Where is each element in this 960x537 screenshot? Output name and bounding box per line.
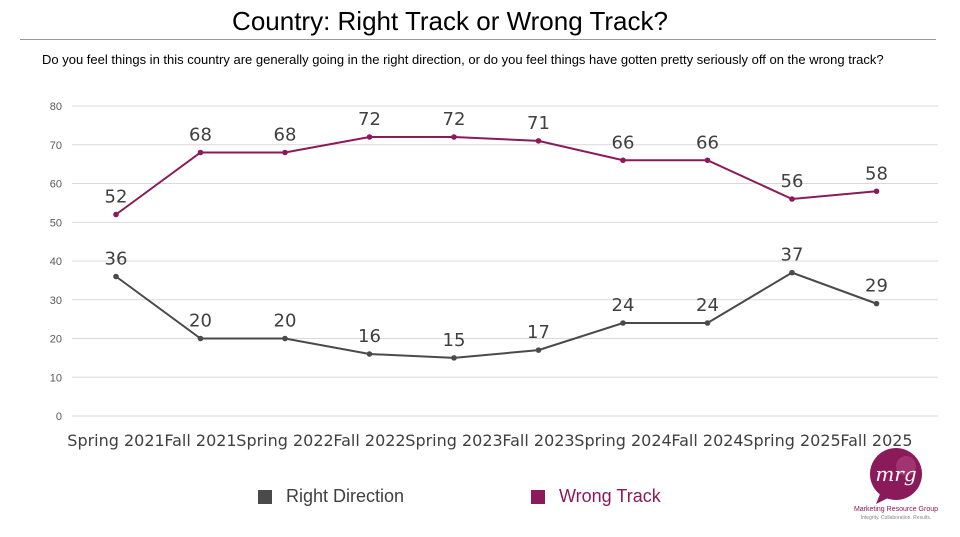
x-tick-label: Spring 2023 (405, 431, 502, 450)
data-label-wrong-track: 72 (443, 109, 466, 130)
data-point-right-direction (451, 355, 457, 361)
x-tick-label: Fall 2024 (671, 431, 743, 450)
data-point-right-direction (704, 320, 711, 326)
x-tick-label: Spring 2021 (67, 431, 164, 450)
x-tick-label: Spring 2024 (574, 431, 671, 450)
data-point-right-direction (535, 347, 542, 353)
legend-swatch-wrong-track (531, 489, 545, 504)
data-label-right-direction: 29 (865, 276, 888, 297)
data-label-right-direction: 16 (358, 326, 381, 347)
y-tick-label: 40 (50, 256, 62, 268)
y-tick-label: 30 (50, 295, 62, 307)
logo-name: Marketing Resource Group (853, 506, 939, 513)
data-label-right-direction: 15 (443, 330, 466, 351)
data-point-wrong-track (704, 157, 711, 164)
data-point-wrong-track (620, 157, 626, 164)
logo-monogram: mrg (875, 462, 916, 486)
series-line-wrong-track (115, 136, 877, 216)
data-label-wrong-track: 72 (358, 109, 381, 130)
data-point-right-direction (366, 351, 373, 357)
legend-item-wrong-track: Wrong Track (531, 486, 661, 507)
data-point-right-direction (197, 335, 204, 342)
data-label-wrong-track: 58 (865, 163, 888, 184)
data-point-right-direction (113, 273, 119, 280)
chart-title: Country: Right Track or Wrong Track? (232, 6, 668, 36)
data-label-right-direction: 24 (696, 295, 719, 316)
x-tick-label: Fall 2025 (840, 431, 912, 450)
data-point-wrong-track (789, 196, 795, 202)
legend-swatch-right-direction (258, 489, 272, 504)
y-tick-label: 60 (50, 179, 62, 191)
data-label-wrong-track: 66 (696, 132, 719, 153)
title-divider (20, 39, 936, 40)
y-tick-label: 0 (56, 411, 62, 423)
data-point-right-direction (873, 300, 880, 307)
x-tick-label: Fall 2021 (164, 431, 236, 450)
logo-badge-icon: mrg (870, 448, 922, 504)
legend-label-right-direction: Right Direction (286, 486, 405, 506)
x-tick-label: Spring 2025 (743, 431, 840, 450)
data-label-wrong-track: 68 (274, 125, 297, 146)
data-label-wrong-track: 68 (189, 125, 212, 146)
y-tick-label: 80 (50, 101, 62, 113)
data-point-right-direction (620, 320, 626, 326)
data-point-right-direction (282, 335, 288, 342)
data-label-right-direction: 37 (781, 245, 804, 266)
data-label-right-direction: 20 (274, 311, 297, 332)
data-point-wrong-track (282, 149, 288, 156)
y-tick-label: 70 (50, 140, 62, 152)
y-tick-label: 50 (50, 217, 62, 229)
x-tick-label: Spring 2022 (236, 431, 333, 450)
logo-tagline: Integrity. Collaboration. Results. (860, 515, 932, 521)
data-label-wrong-track: 56 (781, 171, 804, 192)
data-point-wrong-track (197, 149, 204, 156)
data-point-wrong-track (113, 211, 119, 218)
data-point-right-direction (789, 269, 795, 276)
y-tick-label: 20 (50, 334, 62, 346)
data-point-wrong-track (535, 138, 542, 144)
x-tick-label: Fall 2023 (502, 431, 574, 450)
company-logo: mrg Marketing Resource Group Integrity. … (836, 446, 956, 526)
data-point-wrong-track (366, 134, 373, 140)
survey-question: Do you feel things in this country are g… (42, 52, 884, 67)
data-label-wrong-track: 66 (612, 132, 635, 153)
data-point-wrong-track (873, 188, 880, 195)
legend-item-right-direction: Right Direction (258, 486, 404, 507)
data-point-wrong-track (451, 134, 457, 140)
series-line-right-direction (115, 271, 877, 359)
data-label-right-direction: 24 (612, 295, 635, 316)
data-label-right-direction: 36 (105, 249, 128, 270)
data-label-right-direction: 20 (189, 311, 212, 332)
y-tick-label: 10 (50, 372, 62, 384)
data-label-wrong-track: 52 (105, 187, 128, 208)
x-tick-label: Fall 2022 (333, 431, 405, 450)
data-label-wrong-track: 71 (527, 113, 550, 134)
data-label-right-direction: 17 (527, 322, 550, 343)
legend-label-wrong-track: Wrong Track (559, 486, 661, 506)
